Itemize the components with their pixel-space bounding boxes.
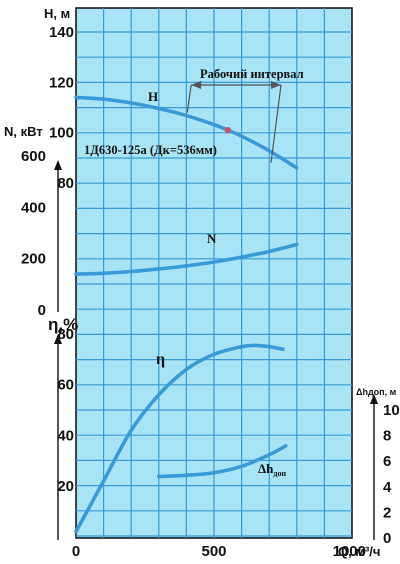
working-range-right-tick xyxy=(270,84,282,163)
series-eta-line xyxy=(74,343,285,534)
h-axis-title: H, м xyxy=(44,6,70,21)
x-tick-label: 0 xyxy=(72,543,80,560)
dh-tick-label: 10 xyxy=(383,402,400,419)
axes xyxy=(54,160,378,540)
x-tick-label: 500 xyxy=(201,543,226,560)
series-N-line xyxy=(74,242,299,276)
N-tick-label: 200 xyxy=(21,251,46,268)
operating-point xyxy=(224,126,231,134)
series-dh-line xyxy=(157,444,288,479)
model-title: 1Д630-125а (Дк=536мм) xyxy=(84,143,217,157)
eta-tick-label: 60 xyxy=(57,377,74,394)
n-axis-title: N, кВт xyxy=(4,124,43,139)
curves: H Nη Δhдоп xyxy=(74,89,299,534)
series-label-dh: Δhдоп xyxy=(258,461,286,478)
H-tick-label: 100 xyxy=(49,125,74,142)
dh-tick-label: 2 xyxy=(383,504,391,521)
eta-axis-title: η,% xyxy=(48,315,78,334)
working-range-arrow-right xyxy=(271,81,281,89)
series-label-H: H xyxy=(148,89,158,104)
x-tick-label: 1000 xyxy=(333,543,366,560)
dh-tick-label: 0 xyxy=(383,530,391,547)
dh-axis-arrow xyxy=(370,394,378,404)
eta-tick-label: 40 xyxy=(57,427,74,444)
dh-tick-label: 4 xyxy=(383,479,392,496)
working-range-left-tick xyxy=(186,84,192,113)
H-tick-label: 80 xyxy=(57,175,74,192)
working-range-label: Рабочий интервал xyxy=(200,67,304,81)
x-axis-title: Q, м³/ч xyxy=(338,544,380,559)
eta-tick-label: 80 xyxy=(57,326,74,343)
dh-tick-label: 6 xyxy=(383,453,391,470)
eta-axis-arrow xyxy=(54,334,62,344)
H-tick-label: 120 xyxy=(49,74,74,91)
eta-tick-label: 20 xyxy=(57,478,74,495)
N-tick-label: 400 xyxy=(21,199,46,216)
n-axis-arrow xyxy=(54,160,62,170)
H-tick-label: 140 xyxy=(49,24,74,41)
N-tick-label: 0 xyxy=(38,302,46,319)
series-label-N: N xyxy=(207,231,217,246)
working-range-arrow-left xyxy=(191,81,202,89)
working-range-markers xyxy=(186,81,282,163)
dh-tick-label: 8 xyxy=(383,428,391,445)
dh-axis-title: Δhдоп, м xyxy=(356,387,397,397)
series-H-line xyxy=(74,95,299,170)
series-label-eta: η xyxy=(156,351,165,368)
grid-lines xyxy=(76,8,352,538)
N-tick-label: 600 xyxy=(21,148,46,165)
